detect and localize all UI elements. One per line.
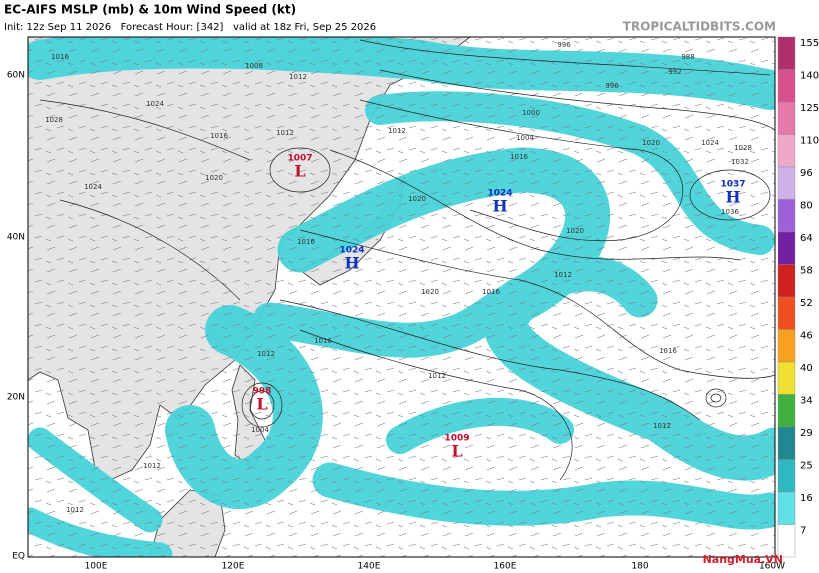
isobar-label: 1016	[659, 347, 677, 355]
colorbar-label: 110	[800, 136, 819, 147]
pressure-value: 1024	[487, 189, 512, 199]
pressure-value: 998	[253, 387, 272, 397]
colorbar-segment	[777, 134, 796, 168]
isobar-label: 1024	[146, 100, 164, 108]
pressure-center: L	[451, 442, 462, 461]
colorbar-label: 58	[800, 266, 813, 277]
colorbar-segment	[777, 361, 796, 395]
colorbar-label: 64	[800, 233, 813, 244]
colorbar-segment	[777, 329, 796, 363]
colorbar-segment	[777, 426, 796, 460]
pressure-value: 1009	[444, 434, 469, 444]
colorbar-segment	[777, 166, 796, 200]
map-frame	[27, 36, 776, 558]
lon-label: 100E	[85, 562, 108, 572]
colorbar-label: 96	[800, 168, 813, 179]
colorbar-label: 25	[800, 461, 813, 472]
lat-label: 60N	[7, 71, 25, 81]
pressure-center: L	[294, 162, 305, 181]
isobar-label: 988	[681, 53, 694, 61]
isobar-label: 1012	[276, 129, 294, 137]
isobar-label: 1024	[84, 183, 102, 191]
isobar-label: 996	[557, 41, 571, 49]
isobar-label: 1020	[205, 174, 223, 182]
isobar-label: 1028	[45, 116, 63, 124]
isobar-label: 1016	[482, 288, 500, 296]
pressure-center: H	[344, 254, 359, 273]
colorbar-segment	[777, 296, 796, 330]
isobar-label: 1032	[731, 158, 749, 166]
isobar-label: 1020	[421, 288, 439, 296]
isobars	[39, 39, 775, 481]
colorbar-label: 16	[800, 493, 813, 504]
isobar-label: 1020	[566, 227, 584, 235]
isobar-label: 1012	[66, 506, 84, 514]
colorbar-segment	[777, 394, 796, 428]
isobar-label: 1016	[210, 132, 228, 140]
colorbar-segment	[777, 459, 796, 493]
isobar-label: 1012	[653, 422, 671, 430]
colorbar-label: 7	[800, 526, 806, 537]
colorbar-segment	[777, 524, 796, 558]
isobar-label: 1012	[257, 350, 275, 358]
lon-label: 180	[631, 562, 648, 572]
isobar-label: 1012	[428, 372, 446, 380]
colorbar-segment	[777, 264, 796, 298]
colorbar-segment	[777, 101, 796, 135]
pressure-value: 1037	[720, 180, 745, 190]
isobar-label: 1004	[251, 426, 269, 434]
colorbar-segment	[777, 231, 796, 265]
pressure-center: H	[492, 197, 507, 216]
site-credit: TROPICALTIDBITS.COM	[623, 20, 776, 34]
colorbar-segment	[777, 491, 796, 525]
colorbar-label: 34	[800, 396, 813, 407]
lat-label: 20N	[7, 393, 25, 403]
pressure-value: 1024	[339, 246, 364, 256]
lat-label: 40N	[7, 233, 25, 243]
pressure-center: H	[725, 188, 740, 207]
isobar-label: 1016	[297, 238, 315, 246]
isobar-label: 1012	[289, 73, 307, 81]
isobar-label: 1012	[143, 462, 161, 470]
isobar-label: 1008	[245, 62, 263, 70]
colorbar-label: 140	[800, 71, 819, 82]
lon-label: 140E	[358, 562, 381, 572]
colorbar-label: 29	[800, 428, 813, 439]
title: EC-AIFS MSLP (mb) & 10m Wind Speed (kt)	[4, 3, 296, 17]
colorbar-label: 125	[800, 103, 819, 114]
colorbar-segment	[777, 199, 796, 233]
isobar-label: 992	[668, 68, 681, 76]
colorbar-label: 46	[800, 331, 813, 342]
isobar-label: 1012	[554, 271, 572, 279]
pressure-center: L	[256, 395, 267, 414]
isobar-label: 1036	[721, 208, 739, 216]
isobar-label: 1016	[314, 337, 332, 345]
lon-label: 120E	[222, 562, 245, 572]
isobar-label: 1016	[51, 53, 69, 61]
isobar-label: 1020	[642, 139, 660, 147]
isobar-label: 1000	[522, 109, 540, 117]
lon-label: 160E	[494, 562, 517, 572]
watermark: NangMua.VN	[703, 553, 783, 566]
lat-label: EQ	[12, 552, 25, 562]
isobar-label: 1020	[408, 195, 426, 203]
colorbar-segment	[777, 69, 796, 103]
isobar-label: 996	[605, 82, 619, 90]
colorbar-label: 52	[800, 298, 813, 309]
subtitle: Init: 12z Sep 11 2026 Forecast Hour: [34…	[4, 22, 376, 33]
isobar-label: 1016	[510, 153, 528, 161]
isobar-label: 1028	[734, 144, 752, 152]
isobar-label: 1004	[516, 134, 534, 142]
pressure-value: 1007	[287, 154, 312, 164]
lon-label: 160W	[759, 562, 785, 572]
colorbar-segment	[777, 36, 796, 70]
colorbar-label: 155	[800, 38, 819, 49]
colorbar-label: 40	[800, 363, 813, 374]
isobar-label: 1012	[388, 127, 406, 135]
map-area: 1016 1008 1012 1024 1028 1016 1012 1020 1024 1016…	[28, 37, 775, 557]
colorbar-label: 80	[800, 201, 813, 212]
isobar-label: 1024	[701, 139, 719, 147]
